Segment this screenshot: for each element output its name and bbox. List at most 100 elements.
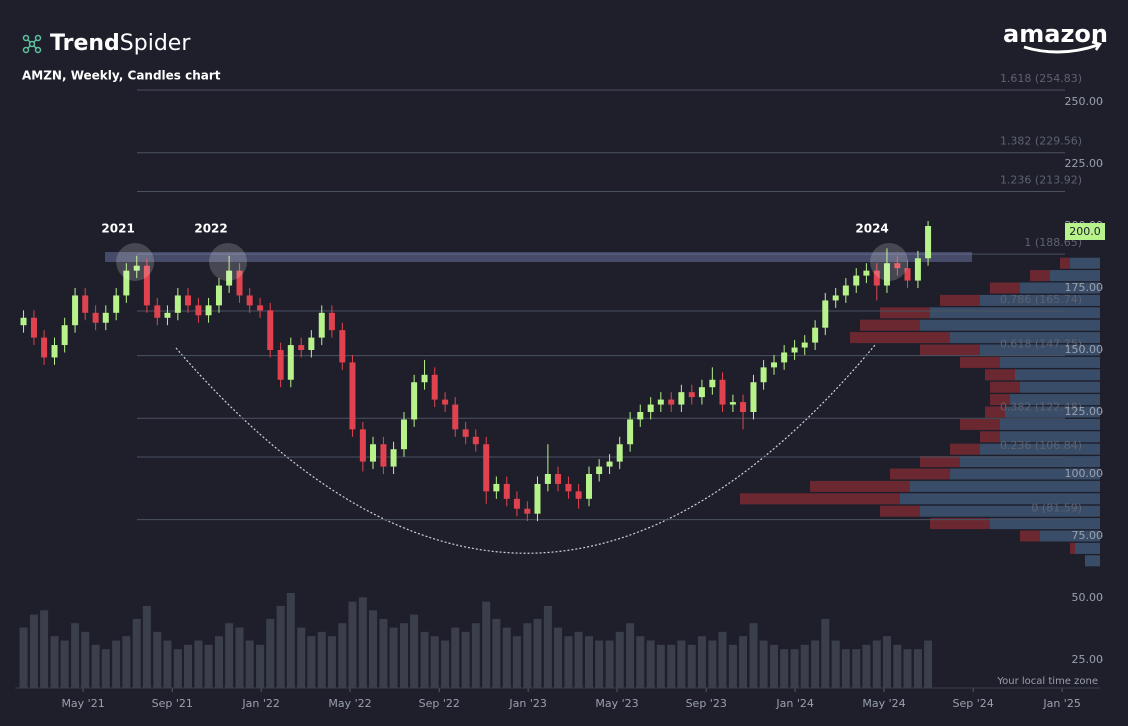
volume-bar [389,627,398,688]
profile-down [980,431,1000,443]
volume-bar [841,649,850,688]
candle-body [82,295,89,313]
volume-bar [585,636,594,688]
volume-bar [749,623,758,688]
profile-down [1060,257,1070,269]
candle-body [750,382,757,413]
y-tick-label: 100.00 [1065,467,1104,480]
volume-bar [327,636,336,688]
candle-body [709,379,716,388]
volume-bar [872,640,881,688]
profile-down [860,319,920,331]
candle-body [349,362,356,430]
candle-body [174,295,181,313]
candle-body [462,429,469,437]
candle-body [853,275,860,286]
candle-body [678,392,685,405]
profile-up [1000,418,1100,430]
fib-label: 0.786 (165.74) [1000,293,1082,306]
volume-bar [770,644,779,688]
volume-bar [19,627,28,688]
candle-body [123,270,130,296]
volume-bar [276,605,285,688]
volume-bar [882,636,891,688]
volume-bar [410,614,419,688]
profile-up [1000,356,1100,368]
profile-down [1020,530,1040,542]
volume-bar [574,631,583,688]
candle-body [30,317,37,338]
candle-body [215,285,222,306]
candle-body [41,337,48,358]
profile-down [920,344,980,356]
volume-bar [543,605,552,688]
candle-body [185,295,192,306]
volume-bar [451,627,460,688]
candle-body [164,312,171,318]
volume-bar [420,631,429,688]
resistance-band [105,252,972,262]
y-tick-label: 150.00 [1065,343,1104,356]
candle-body [472,436,479,445]
last-price-box [1065,223,1105,241]
volume-bar [605,640,614,688]
y-tick-label: 50.00 [1072,591,1104,604]
profile-up [1015,369,1100,381]
volume-bar [831,640,840,688]
volume-bar [122,636,131,688]
logo-icon [22,34,42,54]
profile-up [960,456,1100,468]
candle-body [555,474,562,484]
candle-body [575,491,582,499]
volume-bar [595,640,604,688]
volume-bar [379,618,388,688]
candle-body [698,387,705,398]
profile-up [990,518,1100,530]
volume-bar [523,623,532,688]
fib-label: 1.618 (254.83) [1000,72,1082,85]
y-tick-label: 25.00 [1072,653,1104,666]
profile-up [1010,394,1100,406]
volume-bar [71,623,80,688]
volume-bar [564,636,573,688]
fib-label: 0 (81.59) [1031,502,1082,515]
volume-bar [759,640,768,688]
candle-body [370,444,377,462]
candle-body [113,295,120,313]
profile-up [1020,282,1100,294]
company-logo: amazon [1003,20,1108,48]
profile-down [990,282,1020,294]
volume-bar [81,631,90,688]
volume-bar [225,623,234,688]
profile-down [960,356,1000,368]
y-tick-label: 225.00 [1065,157,1104,170]
candle-body [246,295,253,306]
volume-bar [101,649,110,688]
x-tick-label: Jan '25 [1042,697,1080,710]
volume-bar [256,644,265,688]
brand: TrendSpider [50,31,191,56]
profile-down [850,332,950,344]
candle-body [287,345,294,380]
candle-body [925,226,932,259]
candle-body [359,429,366,462]
volume-bar [60,640,69,688]
volume-bar [800,644,809,688]
candle-body [657,399,664,405]
footnote: Your local time zone [996,676,1098,687]
candle-body [688,392,695,398]
candle-body [771,362,778,368]
profile-up [1000,431,1100,443]
candle-body [842,285,849,296]
candle-body [318,312,325,338]
profile-down [940,294,980,306]
candle-body [863,270,870,276]
candle-body [513,498,520,509]
candle-body [51,345,58,358]
x-tick-label: Sep '24 [953,697,994,710]
volume-bar [687,644,696,688]
profile-down [880,505,920,517]
candle-body [534,483,541,514]
candle-body [812,327,819,343]
